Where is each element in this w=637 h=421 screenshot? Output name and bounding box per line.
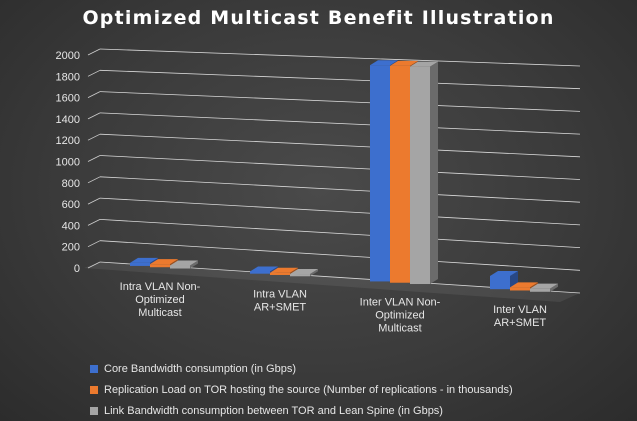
bar [250,271,270,274]
bar [410,66,430,285]
y-tick-label: 200 [62,242,80,254]
bar [170,265,190,269]
gridline [99,91,581,112]
gridline-depth [87,91,101,98]
gridline [99,197,581,226]
gridline [99,133,581,158]
bar-side [310,269,318,277]
gridline [99,155,581,180]
y-tick-label: 1800 [56,71,80,83]
x-tick-label: Intra VLAN Non- [120,281,201,293]
gridline [99,69,581,90]
y-tick-label: 1600 [56,93,80,105]
gridline [99,240,581,271]
x-tick-label: AR+SMET [494,317,547,329]
bar-top [510,282,538,288]
gridline-depth [87,155,101,162]
x-tick-label: Multicast [138,307,181,319]
bar [510,287,530,291]
bar [150,264,170,268]
y-tick-label: 0 [74,263,80,275]
x-tick-label: AR+SMET [254,302,307,314]
x-tick-label: Inter VLAN Non- [360,296,441,308]
bar-top [170,260,198,266]
bar-top [370,60,398,66]
legend-label: Replication Load on TOR hosting the sour… [104,383,513,396]
legend-label: Core Bandwidth consumption (in Gbps) [104,362,296,375]
bar-side [430,61,438,285]
legend-swatch [90,385,98,394]
bar-top [530,283,558,289]
y-tick-label: 1400 [56,114,80,126]
legend-item: Core Bandwidth consumption (in Gbps) [90,358,513,379]
gridline-depth [87,261,101,269]
bar-top [250,266,278,272]
legend-swatch [90,364,98,373]
bar-top [130,257,158,263]
x-tick-label: Multicast [378,322,421,334]
y-tick-label: 400 [62,220,80,232]
bar-top [490,270,518,276]
gridline [99,176,581,203]
bar [530,288,550,292]
y-tick-label: 1200 [56,135,80,147]
bar [370,65,390,282]
bar [130,262,150,266]
gridline-depth [87,240,101,248]
chart-legend: Core Bandwidth consumption (in Gbps) Repl… [90,358,513,421]
y-tick-label: 2000 [56,50,80,62]
gridline [99,112,581,135]
bar-top [390,60,418,66]
bar [270,272,290,275]
y-tick-label: 600 [62,199,80,211]
gridline-depth [87,219,101,226]
chart-title: Optimized Multicast Benefit Illustration [82,7,555,29]
legend-label: Link Bandwidth consumption between TOR a… [104,404,443,417]
bar-side [550,283,558,292]
x-tick-label: Inter VLAN [493,304,547,316]
legend-swatch [90,406,98,415]
y-tick-label: 1000 [56,157,80,169]
bar-side [190,260,198,269]
gridline-depth [87,197,101,205]
x-tick-label: Intra VLAN [253,289,307,301]
bar-top [290,269,318,275]
gridline-depth [87,112,101,120]
gridline-depth [87,176,101,184]
x-tick-label: Optimized [135,294,185,306]
bar [290,274,310,277]
gridline [99,48,581,67]
chart-floor [84,262,580,302]
bar-top [150,259,178,265]
gridline-depth [87,133,101,141]
legend-item: Link Bandwidth consumption between TOR a… [90,400,513,421]
bar [490,275,510,290]
gridline [99,219,581,248]
y-tick-label: 800 [62,178,80,190]
legend-item: Replication Load on TOR hosting the sour… [90,379,513,400]
x-tick-label: Optimized [375,309,425,321]
bar [390,65,410,283]
gridline-depth [87,48,101,56]
bar-top [270,267,298,273]
gridline-depth [87,69,101,77]
bar-top [410,61,438,67]
